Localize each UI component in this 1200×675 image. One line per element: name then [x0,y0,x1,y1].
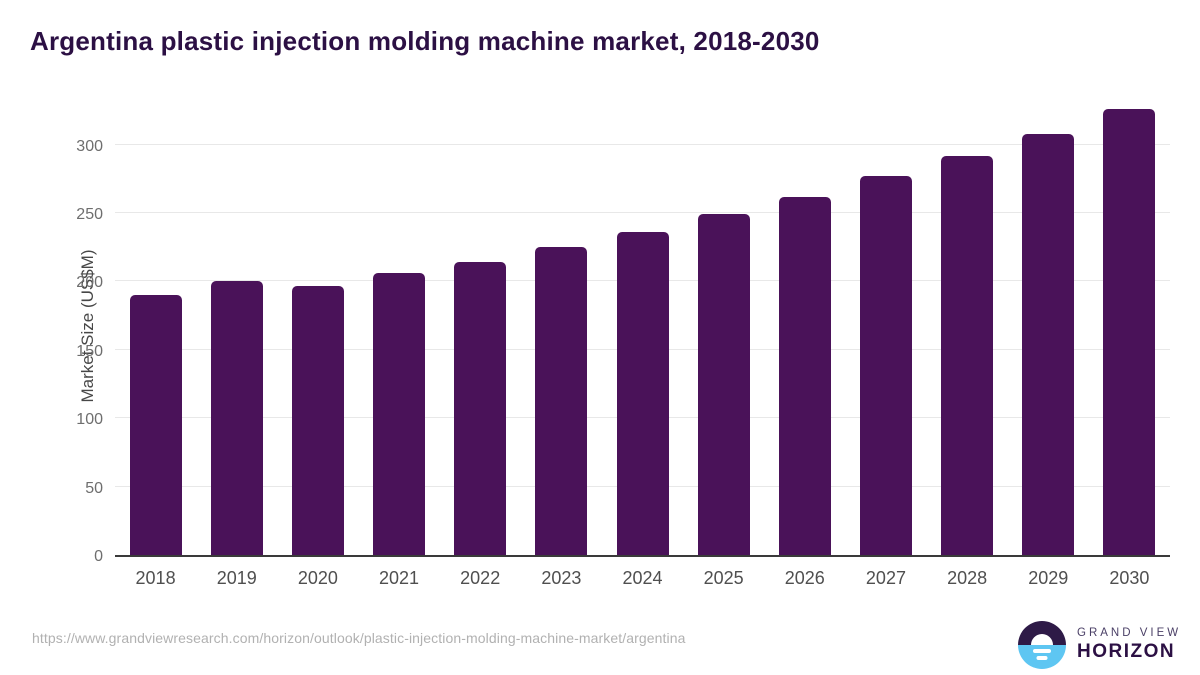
bar-2018 [129,295,182,555]
logo-reflection-line-2 [1036,656,1048,660]
x-tick-label-2023: 2023 [541,568,582,588]
bar-chart-plot-area [115,92,1170,557]
bar-2026 [778,196,831,555]
x-axis-tick-labels: 2018 2019 2020 2021 2022 2023 2024 2025 2026 2027… [115,568,1170,594]
gridline-250 [115,212,1170,214]
source-url: https://www.grandviewresearch.com/horizo… [32,630,686,646]
bar-2022 [454,262,507,555]
bar-2021 [373,273,426,555]
horizon-sunrise-icon [1018,621,1066,669]
x-tick-label-2022: 2022 [460,568,501,588]
y-tick-label-300: 300 [76,137,103,155]
bar-2027 [859,176,912,555]
y-tick-label-150: 150 [76,342,103,360]
bar-2030 [1103,109,1156,555]
chart-title: Argentina plastic injection molding mach… [30,26,820,56]
x-tick-label-2029: 2029 [1028,568,1069,588]
x-tick-label-2025: 2025 [703,568,744,588]
grand-view-horizon-logo: GRAND VIEW HORIZON [1018,621,1181,669]
logo-text-horizon: HORIZON [1077,640,1176,662]
y-axis-tick-labels: 0 50 100 150 200 250 300 [0,92,103,565]
bar-2028 [941,155,994,555]
logo-text-grand-view: GRAND VIEW [1077,627,1182,640]
x-tick-label-2030: 2030 [1109,568,1150,588]
x-tick-label-2018: 2018 [135,568,176,588]
y-tick-label-200: 200 [76,274,103,292]
bar-2025 [697,214,750,555]
bar-2019 [210,281,263,555]
bar-2023 [535,247,588,555]
logo-reflection-line-1 [1033,649,1051,653]
gridline-300 [115,143,1170,145]
x-tick-label-2024: 2024 [622,568,663,588]
y-tick-label-100: 100 [76,411,103,429]
x-tick-label-2028: 2028 [947,568,988,588]
bar-2020 [291,285,344,555]
x-tick-label-2020: 2020 [297,568,338,588]
y-tick-label-0: 0 [94,548,103,565]
bar-2029 [1022,133,1075,555]
logo-wordmark: GRAND VIEW HORIZON [1077,627,1181,662]
y-tick-label-250: 250 [76,206,103,224]
x-tick-label-2021: 2021 [379,568,420,588]
logo-sun-shape [1031,634,1053,645]
y-tick-label-50: 50 [85,479,103,497]
bar-2024 [616,232,669,555]
x-tick-label-2026: 2026 [784,568,825,588]
x-tick-label-2019: 2019 [216,568,257,588]
x-tick-label-2027: 2027 [865,568,906,588]
